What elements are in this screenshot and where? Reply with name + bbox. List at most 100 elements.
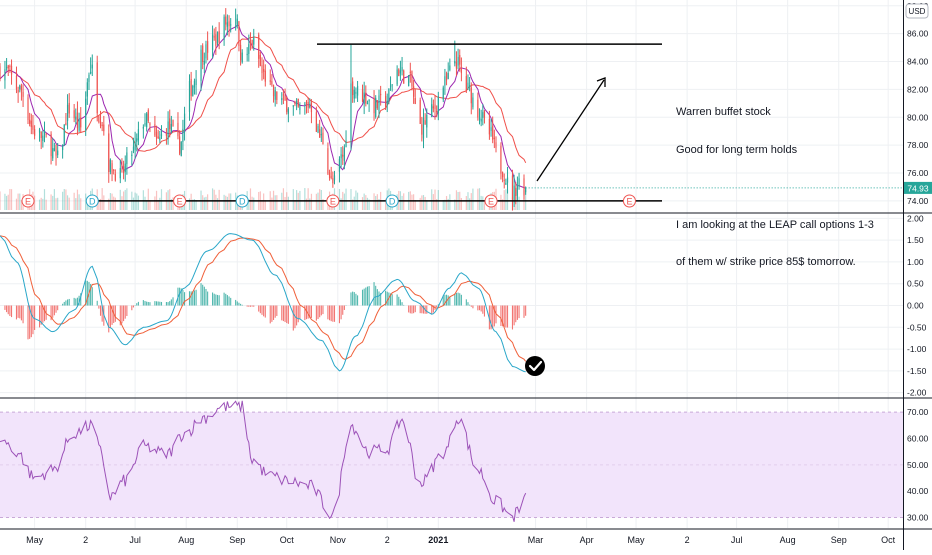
ma-red-line	[0, 36, 527, 164]
volume-bar	[248, 199, 250, 210]
candle-body	[274, 90, 276, 100]
candle-body	[38, 129, 41, 133]
annotation-note: Warren buffet stock Good for long term h…	[676, 81, 874, 294]
price-axis-tick: 82.00	[907, 84, 929, 94]
volume-bar	[284, 196, 286, 210]
candle-body	[343, 147, 345, 161]
candle-body	[216, 31, 219, 44]
candle-body	[101, 124, 103, 127]
time-axis-tick: Oct	[881, 535, 896, 545]
candle-body	[75, 116, 77, 120]
candle-body	[78, 119, 80, 131]
candle-body	[113, 169, 115, 171]
candle-body	[523, 178, 525, 196]
candle-body	[350, 83, 352, 141]
candle-body	[261, 65, 263, 74]
candle-body	[515, 187, 517, 196]
volume-bar	[10, 189, 13, 210]
volume-bar	[108, 198, 110, 210]
candle-body	[271, 81, 273, 85]
event-marker-label: E	[488, 197, 494, 207]
candle-body	[460, 67, 462, 74]
volume-bar	[376, 194, 378, 210]
event-marker-e	[21, 194, 35, 208]
candle-body	[391, 84, 393, 86]
volume-bar	[146, 200, 148, 210]
volume-bar	[447, 198, 449, 210]
volume-bar	[216, 198, 219, 210]
volume-bar	[5, 195, 8, 210]
candle-body	[419, 99, 421, 124]
rsi-axis-tick: 30.00	[907, 512, 929, 522]
macd-axis-tick: -1.00	[907, 344, 927, 354]
candle-body	[108, 133, 110, 173]
candle-body	[431, 104, 433, 117]
candle-body	[179, 136, 181, 154]
candle-body	[327, 148, 329, 174]
candle-body	[373, 97, 375, 114]
candle-body	[465, 76, 467, 91]
candle-body	[188, 81, 191, 112]
volume-bar	[315, 193, 317, 210]
candle-body	[73, 110, 75, 119]
candle-body	[492, 125, 494, 140]
candle-body	[90, 71, 92, 74]
candle-body	[86, 82, 88, 97]
time-axis-tick: Sep	[831, 535, 847, 545]
volume-bar	[53, 189, 55, 210]
candle-body	[50, 133, 52, 157]
annotation-line: Good for long term holds	[676, 143, 798, 156]
event-marker-label: D	[389, 197, 396, 207]
candle-body	[66, 104, 69, 121]
candle-body	[154, 124, 156, 136]
candle-body	[103, 124, 105, 132]
volume-bar	[157, 200, 159, 210]
candle-body	[19, 85, 21, 90]
volume-bar	[261, 200, 263, 210]
candle-body	[315, 112, 317, 132]
candle-body	[422, 117, 425, 139]
candle-body	[384, 96, 387, 107]
candle-body	[518, 178, 520, 186]
event-marker-label: E	[330, 197, 336, 207]
volume-bar	[361, 197, 364, 210]
time-axis-tick: Aug	[780, 535, 796, 545]
volume-bar	[307, 188, 309, 210]
candle-body	[411, 71, 413, 87]
time-axis-tick: Aug	[178, 535, 194, 545]
volume-bar	[426, 200, 428, 210]
volume-bar	[203, 197, 205, 210]
volume-bar	[195, 200, 197, 210]
volume-bar	[19, 193, 21, 210]
candle-body	[68, 102, 70, 114]
volume-bar	[207, 194, 209, 210]
volume-bar	[63, 189, 65, 210]
volume-bar	[15, 198, 18, 210]
candle-body	[180, 141, 182, 156]
candle-body	[470, 87, 472, 104]
candle-body	[455, 61, 458, 69]
candle-body	[352, 81, 354, 96]
volume-bar	[159, 197, 161, 210]
event-marker-d	[85, 194, 99, 208]
volume-bar	[319, 189, 321, 210]
candle-body	[305, 101, 308, 104]
candle-body	[399, 70, 402, 74]
candle-body	[426, 114, 428, 128]
candle-body	[258, 34, 260, 59]
candle-body	[263, 69, 265, 72]
check-badge-icon	[525, 356, 545, 376]
volume-bar	[384, 198, 387, 210]
volume-bar	[172, 197, 174, 210]
volume-bar	[78, 194, 80, 210]
volume-bar	[304, 188, 306, 210]
rsi-line	[0, 400, 527, 522]
volume-bar	[294, 200, 296, 210]
volume-bar	[65, 189, 67, 210]
time-axis-tick: Apr	[580, 535, 594, 545]
rsi-axis-tick: 60.00	[907, 433, 929, 443]
volume-bar	[170, 199, 172, 210]
volume-bar	[424, 196, 426, 210]
volume-bar	[503, 190, 505, 210]
